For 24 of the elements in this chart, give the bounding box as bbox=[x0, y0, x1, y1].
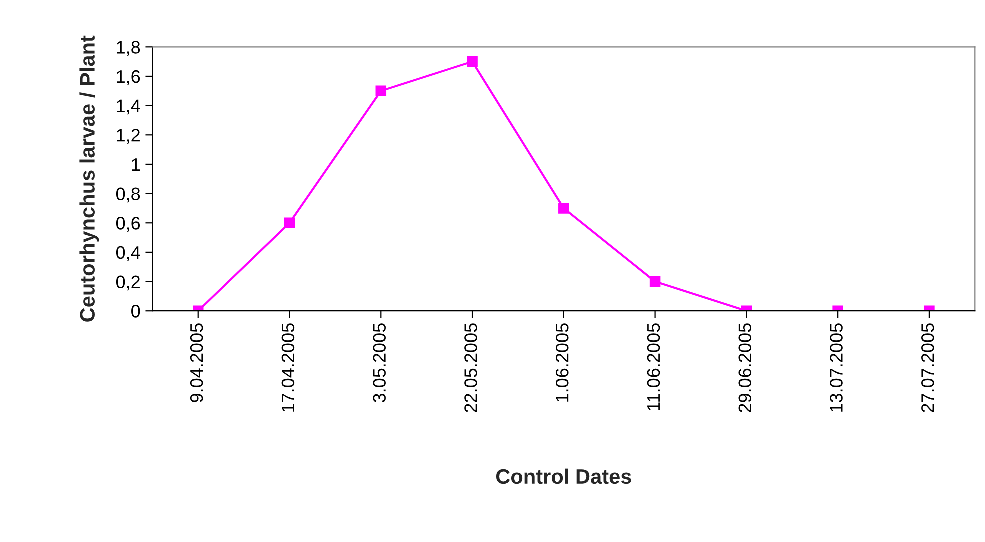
y-tick-label: 1,4 bbox=[117, 100, 140, 115]
x-tick-label: 11.06.2005 bbox=[647, 324, 660, 411]
point bbox=[467, 56, 478, 68]
y-tick-label: 0,2 bbox=[116, 276, 140, 291]
x-tick-label: 27.07.2005 bbox=[922, 324, 934, 412]
y-tick-label: 0,8 bbox=[116, 188, 140, 203]
y-tick-label: 1,6 bbox=[117, 70, 140, 86]
y-tick-label: 1 bbox=[132, 158, 140, 172]
x-tick-label: 3.05.2005 bbox=[373, 324, 386, 403]
y-axis-title: Ceutorhynchus larvae / Plant bbox=[80, 36, 100, 322]
y-tick-label: 1,2 bbox=[117, 129, 140, 144]
point bbox=[558, 203, 570, 214]
x-tick-label: 17.04.2005 bbox=[282, 324, 295, 412]
x-tick-label: 9.04.2005 bbox=[190, 324, 204, 402]
point bbox=[376, 86, 387, 97]
x-tick-label: 1.06.2005 bbox=[556, 324, 569, 402]
x-axis-title: Control Dates bbox=[496, 468, 632, 484]
y-tick-label: 1,8 bbox=[117, 41, 140, 56]
y-tick-label: 0,4 bbox=[116, 246, 140, 262]
y-tick-label: 0 bbox=[132, 305, 140, 318]
y-tick-label: 0,6 bbox=[116, 217, 140, 232]
x-tick-label: 22.05.2005 bbox=[464, 324, 478, 412]
x-tick-label: 13.07.2005 bbox=[830, 324, 843, 412]
x-tick-label: 29.06.2005 bbox=[738, 324, 752, 412]
